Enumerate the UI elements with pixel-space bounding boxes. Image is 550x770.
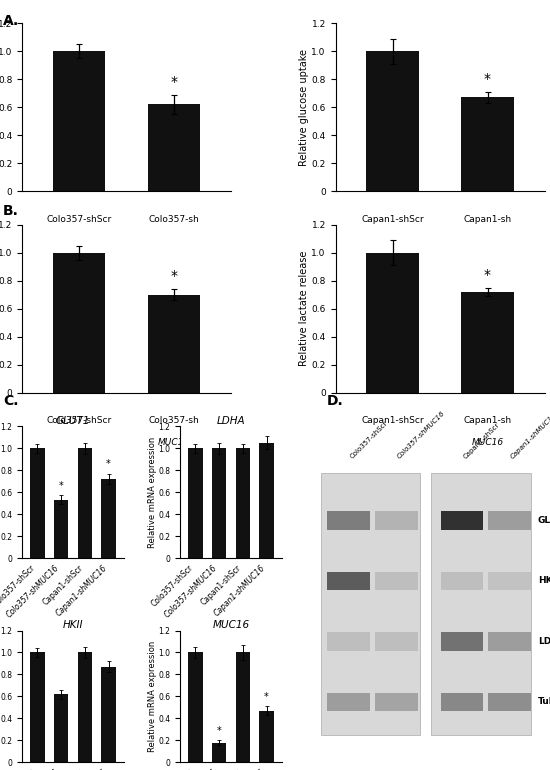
Bar	[375, 632, 418, 651]
Text: Colo357-shScr: Colo357-shScr	[0, 564, 37, 608]
Text: Capan1-shScr: Capan1-shScr	[361, 215, 424, 223]
Y-axis label: Relative glucose uptake: Relative glucose uptake	[299, 49, 309, 166]
Text: B.: B.	[3, 204, 19, 218]
Bar	[327, 692, 371, 711]
Text: Tubulin: Tubulin	[538, 698, 550, 706]
Bar	[188, 448, 202, 558]
Bar	[212, 742, 226, 762]
Bar	[78, 448, 92, 558]
Text: *: *	[264, 692, 269, 702]
Bar	[441, 511, 483, 530]
Text: LDHA: LDHA	[538, 637, 550, 646]
Bar	[375, 511, 418, 530]
Bar	[148, 295, 200, 393]
Text: Capan1-shScr: Capan1-shScr	[199, 768, 243, 770]
Text: Colo357-shMUC16: Colo357-shMUC16	[5, 564, 61, 619]
Bar	[260, 711, 274, 762]
Title: GLUT1: GLUT1	[56, 416, 90, 426]
Bar	[321, 474, 420, 735]
Text: Colo357-sh: Colo357-sh	[148, 215, 199, 223]
Y-axis label: Relative mRNA expression: Relative mRNA expression	[148, 641, 157, 752]
Text: Colo357-shScr: Colo357-shScr	[46, 215, 112, 223]
Bar	[78, 652, 92, 762]
Y-axis label: Relative mRNA expression: Relative mRNA expression	[148, 437, 157, 547]
Title: MUC16: MUC16	[212, 620, 250, 630]
Text: Capan1-sh: Capan1-sh	[464, 215, 512, 223]
Title: HKII: HKII	[63, 620, 83, 630]
Text: MUC16: MUC16	[158, 438, 190, 447]
Text: *: *	[170, 270, 178, 283]
Text: *: *	[217, 726, 222, 736]
Bar	[488, 632, 531, 651]
Bar	[366, 253, 419, 393]
Text: Capan1-shMUC16: Capan1-shMUC16	[212, 768, 267, 770]
Bar	[327, 571, 371, 590]
Text: Capan1-shMUC16: Capan1-shMUC16	[54, 564, 108, 618]
Bar	[236, 448, 250, 558]
Text: Capan1-shMUC16: Capan1-shMUC16	[509, 411, 550, 460]
Bar	[54, 695, 68, 762]
Bar	[441, 571, 483, 590]
Bar	[366, 51, 419, 191]
Text: *: *	[59, 481, 63, 491]
Title: LDHA: LDHA	[217, 416, 245, 426]
Text: HKII: HKII	[538, 577, 550, 585]
Bar	[53, 253, 105, 393]
Bar	[101, 667, 116, 762]
Text: Colo357-shMUC16: Colo357-shMUC16	[163, 768, 219, 770]
Bar	[188, 652, 202, 762]
Bar	[54, 500, 68, 558]
Text: D.: D.	[327, 394, 344, 408]
Text: Colo357-shScr: Colo357-shScr	[0, 768, 37, 770]
Text: Colo357-shScr: Colo357-shScr	[46, 417, 112, 425]
Y-axis label: Relative lactate release: Relative lactate release	[299, 251, 309, 367]
Text: Colo357-shScr: Colo357-shScr	[150, 564, 195, 608]
Text: Capan1-shScr: Capan1-shScr	[41, 564, 85, 608]
Bar	[30, 448, 45, 558]
Bar	[212, 448, 226, 558]
Text: *: *	[484, 268, 491, 282]
Text: GLUT1: GLUT1	[538, 516, 550, 525]
Text: Colo357-shMUC16: Colo357-shMUC16	[397, 410, 446, 460]
Bar	[30, 652, 45, 762]
Text: Capan1-sh: Capan1-sh	[464, 417, 512, 425]
Text: *: *	[106, 459, 111, 469]
Bar	[488, 571, 531, 590]
Bar	[441, 632, 483, 651]
Bar	[441, 692, 483, 711]
Text: A.: A.	[3, 14, 19, 28]
Text: Colo357-shMUC16: Colo357-shMUC16	[5, 768, 61, 770]
Text: Colo357-shScr: Colo357-shScr	[150, 768, 195, 770]
Text: Capan1-shMUC16: Capan1-shMUC16	[54, 768, 108, 770]
Bar	[101, 479, 116, 558]
Bar	[461, 97, 514, 191]
Bar	[327, 511, 371, 530]
Text: Capan1-shScr: Capan1-shScr	[199, 564, 243, 608]
Text: Capan1-shMUC16: Capan1-shMUC16	[212, 564, 267, 618]
Bar	[375, 571, 418, 590]
Text: *: *	[484, 72, 491, 86]
Text: MUC16: MUC16	[471, 438, 504, 447]
Text: MUC16: MUC16	[158, 236, 190, 246]
Bar	[327, 632, 371, 651]
Bar	[375, 692, 418, 711]
Bar	[148, 104, 200, 191]
Text: Colo357-shMUC16: Colo357-shMUC16	[163, 564, 219, 619]
Bar	[488, 692, 531, 711]
Bar	[431, 474, 531, 735]
Text: *: *	[170, 75, 178, 89]
Text: Colo357-shScr: Colo357-shScr	[349, 420, 389, 460]
Text: Capan1-shScr: Capan1-shScr	[462, 421, 501, 460]
Text: C.: C.	[3, 394, 18, 408]
Bar	[236, 652, 250, 762]
Bar	[260, 443, 274, 558]
Text: Colo357-sh: Colo357-sh	[148, 417, 199, 425]
Bar	[461, 292, 514, 393]
Bar	[53, 51, 105, 191]
Text: Capan1-shScr: Capan1-shScr	[361, 417, 424, 425]
Text: MUC16: MUC16	[471, 236, 504, 246]
Text: Capan1-shScr: Capan1-shScr	[41, 768, 85, 770]
Bar	[488, 511, 531, 530]
